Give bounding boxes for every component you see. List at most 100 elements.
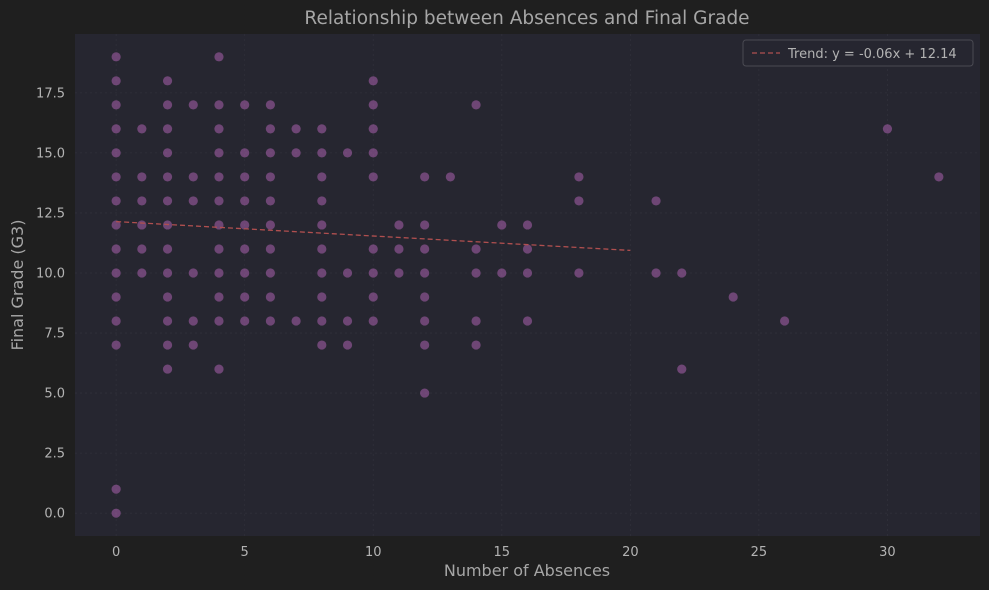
data-point [368, 316, 378, 326]
data-point [137, 172, 147, 182]
data-point [111, 340, 121, 350]
data-point [265, 124, 275, 134]
data-point [162, 124, 173, 134]
y-tick-label: 0.0 [44, 507, 65, 522]
data-point [111, 76, 121, 86]
data-point [111, 292, 121, 302]
y-tick-label: 2.5 [44, 447, 65, 462]
data-point [291, 124, 301, 134]
trend-line [116, 220, 631, 252]
data-point [240, 196, 250, 206]
x-axis-ticks: 0 5 10 15 20 25 30 [112, 545, 896, 560]
data-point [342, 340, 353, 350]
data-point [137, 244, 147, 254]
data-point [497, 220, 507, 230]
data-point [162, 100, 173, 110]
data-point [291, 148, 301, 158]
data-point [214, 172, 224, 182]
y-tick-label: 10.0 [36, 266, 65, 281]
y-tick-label: 15.0 [36, 146, 65, 161]
data-point [368, 148, 378, 158]
data-point [394, 244, 404, 254]
plot-area [75, 34, 980, 536]
data-point [265, 244, 275, 254]
data-point [342, 316, 353, 326]
data-point [420, 316, 430, 326]
data-point [137, 220, 147, 230]
data-point [111, 52, 121, 62]
data-point [522, 220, 533, 230]
legend: Trend: y = -0.06x + 12.14 [742, 39, 974, 67]
data-point [574, 172, 584, 182]
x-tick-label: 20 [622, 545, 639, 560]
data-point [111, 484, 121, 494]
data-point [420, 220, 430, 230]
grid [75, 34, 980, 536]
data-point [471, 340, 481, 350]
data-point [240, 268, 250, 278]
data-point [368, 292, 378, 302]
data-point [214, 100, 224, 110]
data-point [522, 268, 533, 278]
data-point [677, 268, 687, 278]
data-point [317, 220, 327, 230]
data-point [111, 124, 121, 134]
data-point [214, 52, 224, 62]
data-point [162, 196, 173, 206]
data-point [651, 268, 661, 278]
data-point [240, 220, 250, 230]
data-point [445, 172, 455, 182]
data-point [497, 268, 507, 278]
data-point [265, 196, 275, 206]
data-point [574, 196, 584, 206]
data-point [882, 124, 893, 134]
y-tick-label: 12.5 [36, 206, 65, 221]
data-point [162, 244, 173, 254]
data-point [240, 172, 250, 182]
y-tick-label: 5.0 [44, 387, 65, 402]
data-point [317, 244, 327, 254]
legend-trend-label: Trend: y = -0.06x + 12.14 [787, 47, 957, 62]
data-point [240, 100, 250, 110]
data-point [265, 172, 275, 182]
data-point [162, 364, 173, 374]
x-tick-label: 15 [494, 545, 511, 560]
data-point [240, 244, 250, 254]
x-axis-title: Number of Absences [444, 561, 610, 580]
data-point [265, 268, 275, 278]
data-point [111, 316, 121, 326]
data-point [394, 220, 404, 230]
data-point [265, 220, 275, 230]
data-point [137, 124, 147, 134]
data-point [188, 196, 198, 206]
data-point [111, 172, 121, 182]
data-point [394, 268, 404, 278]
data-point [111, 100, 121, 110]
data-point [471, 268, 481, 278]
data-point [317, 124, 327, 134]
data-point [240, 316, 250, 326]
data-point [214, 196, 224, 206]
data-point [214, 292, 224, 302]
data-point [317, 340, 327, 350]
data-point [420, 268, 430, 278]
data-point [368, 244, 378, 254]
data-point [188, 172, 198, 182]
data-point [522, 316, 533, 326]
data-point [780, 316, 790, 326]
data-point [368, 76, 378, 86]
data-point [317, 172, 327, 182]
data-point [240, 292, 250, 302]
data-point [240, 148, 250, 158]
data-point [162, 172, 173, 182]
x-tick-label: 5 [241, 545, 249, 560]
data-point [317, 148, 327, 158]
data-point [111, 220, 121, 230]
data-point [677, 364, 687, 374]
data-point [162, 148, 173, 158]
data-point [651, 196, 661, 206]
data-point [111, 148, 121, 158]
x-tick-label: 25 [751, 545, 768, 560]
data-point [214, 148, 224, 158]
